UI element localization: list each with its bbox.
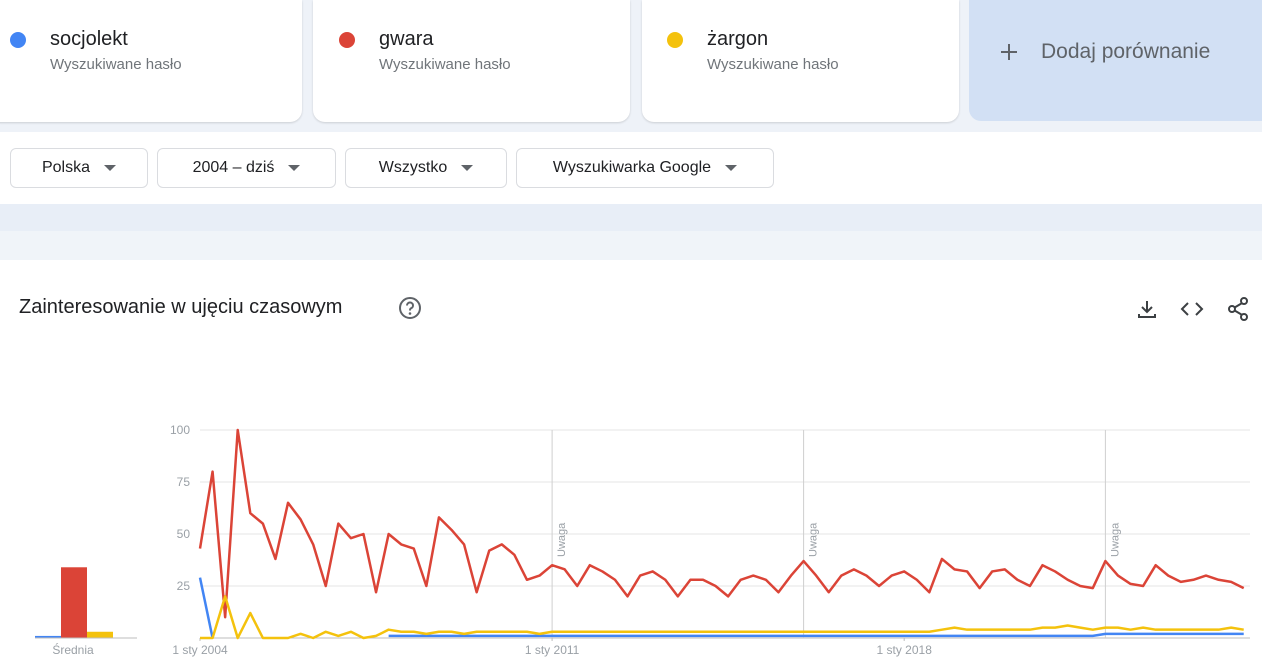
filter-label: 2004 – dziś <box>192 159 275 176</box>
band <box>0 204 1262 231</box>
y-tick-label: 100 <box>170 423 190 437</box>
section-title: Zainteresowanie w ujęciu czasowym <box>19 296 343 318</box>
category-label: Średnia <box>52 642 94 657</box>
filter-label: Wyszukiwarka Google <box>552 159 712 176</box>
y-tick-label: 50 <box>177 527 191 541</box>
term-subtitle: Wyszukiwane hasło <box>707 56 839 73</box>
x-tick-label: 1 sty 2011 <box>525 643 580 657</box>
share-icon[interactable] <box>1226 296 1250 322</box>
term-card[interactable]: gwara Wyszukiwane hasło <box>313 0 630 122</box>
filter-chip[interactable]: Wyszukiwarka Google <box>516 148 774 188</box>
filter-label: Polska <box>41 159 91 176</box>
series-line <box>198 428 1245 619</box>
download-icon[interactable] <box>1136 298 1158 320</box>
dropdown-arrow <box>725 165 738 171</box>
term-subtitle: Wyszukiwane hasło <box>379 56 511 73</box>
term-name: socjolekt <box>50 28 128 50</box>
average-bar <box>87 631 113 638</box>
filter-chip[interactable]: Wszystko <box>345 148 507 188</box>
y-tick-label: 75 <box>177 475 191 489</box>
term-card[interactable]: socjolekt Wyszukiwane hasło <box>0 0 302 122</box>
band <box>0 231 1262 260</box>
term-subtitle: Wyszukiwane hasło <box>50 56 182 73</box>
x-tick-label: 1 sty 2004 <box>172 643 228 657</box>
term-card[interactable]: żargon Wyszukiwane hasło <box>642 0 959 122</box>
plus-icon <box>1001 44 1017 60</box>
average-bar <box>35 635 61 638</box>
series-line <box>388 632 1244 638</box>
dropdown-arrow <box>104 165 117 171</box>
annotation-label: Uwaga <box>808 522 820 557</box>
help-icon[interactable] <box>398 296 424 322</box>
term-dot <box>339 32 355 48</box>
series-line <box>200 595 1244 640</box>
term-name: gwara <box>379 28 434 50</box>
add-comparison[interactable]: Dodaj porównanie <box>969 0 1262 121</box>
filter-chip[interactable]: Polska <box>10 148 148 188</box>
term-dot <box>667 32 683 48</box>
filter-label: Wszystko <box>378 159 448 176</box>
term-name: żargon <box>707 28 769 50</box>
x-tick-label: 1 sty 2018 <box>877 643 933 657</box>
add-comparison-label: Dodaj porównanie <box>1041 40 1211 63</box>
chart: 25 50 75 100 1 sty 2004 1 sty 2011 1 sty 2018 U… <box>35 423 1250 657</box>
dropdown-arrow <box>461 165 474 171</box>
filter-chip[interactable]: 2004 – dziś <box>157 148 336 188</box>
average-bar <box>61 567 87 638</box>
y-tick-label: 25 <box>177 579 191 593</box>
embed-icon[interactable] <box>1180 298 1204 320</box>
dropdown-arrow <box>288 165 301 171</box>
annotation-label: Uwaga <box>1109 522 1121 557</box>
series-line <box>198 577 214 639</box>
annotation-label: Uwaga <box>556 522 568 557</box>
term-dot <box>10 32 26 48</box>
